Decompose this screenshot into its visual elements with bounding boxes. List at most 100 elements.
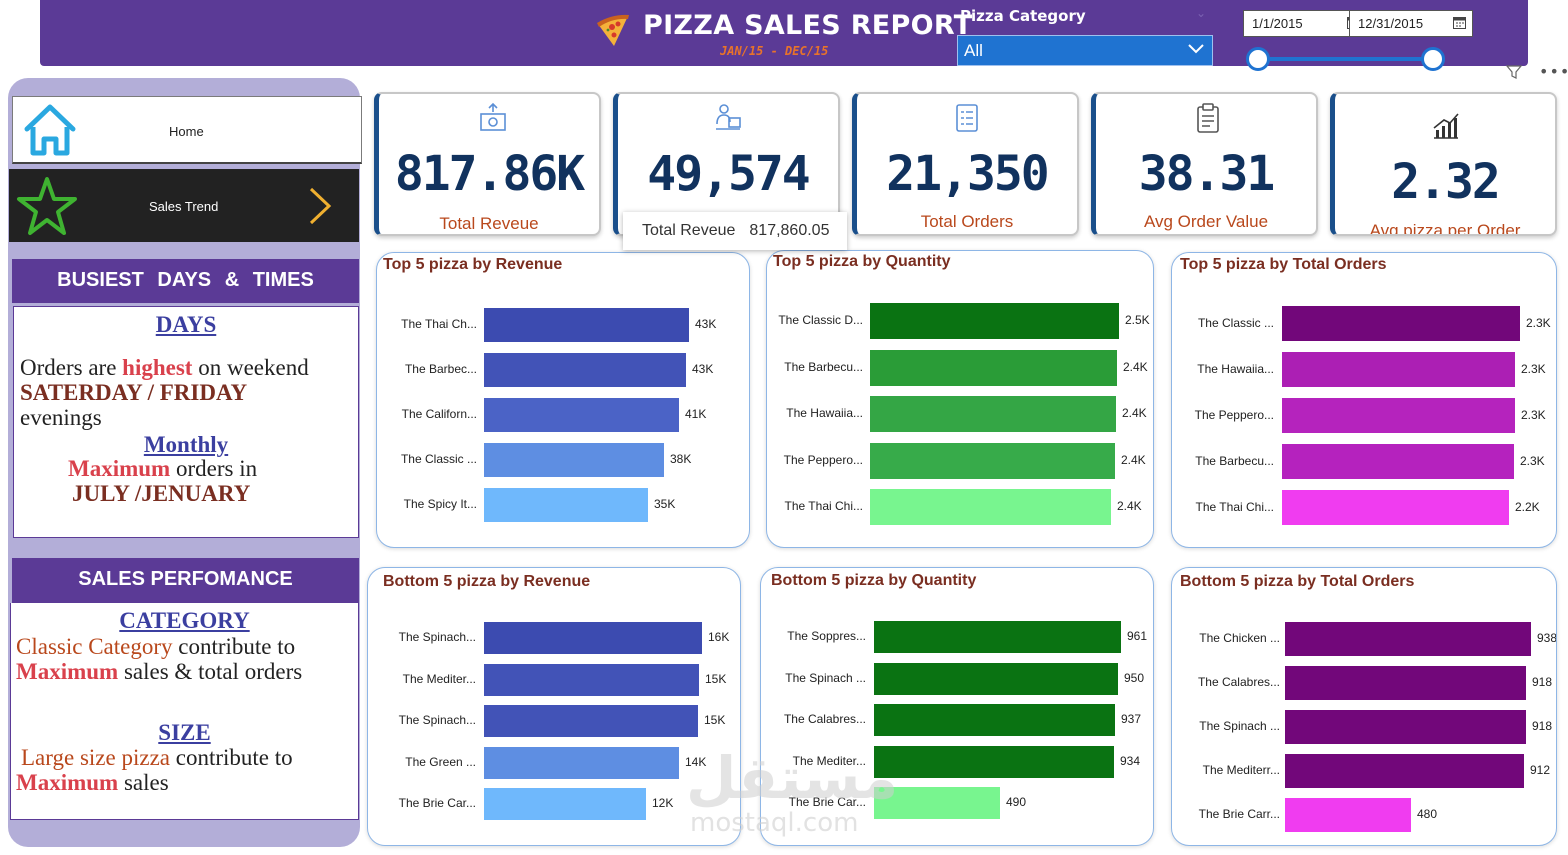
kpi-value: 2.32 (1391, 154, 1501, 210)
category-heading: CATEGORY (119, 608, 250, 633)
bar[interactable] (1282, 398, 1515, 433)
bar[interactable] (870, 489, 1111, 525)
chart-title: Top 5 pizza by Revenue (383, 256, 563, 273)
bar[interactable] (1282, 490, 1509, 525)
bar[interactable] (1282, 352, 1515, 387)
home-nav-button[interactable]: Home (12, 96, 362, 164)
bar-value-label: 43K (692, 362, 714, 376)
bar[interactable] (484, 705, 698, 737)
bar-value-label: 2.3K (1526, 315, 1551, 330)
bar[interactable] (874, 621, 1121, 653)
bar[interactable] (1282, 444, 1514, 479)
size-heading: SIZE (158, 720, 211, 745)
category-line-2: Maximum sales & total orders (16, 659, 302, 684)
bar-value-label: 918 (1532, 675, 1553, 689)
bar[interactable] (1285, 666, 1526, 700)
monthly-line-2: JULY /JENUARY (72, 481, 251, 506)
bar[interactable] (484, 622, 702, 654)
bar-category-label: The Soppres... (787, 629, 866, 643)
bar-value-label: 2.5K (1125, 313, 1150, 327)
slider-end-handle[interactable] (1421, 47, 1445, 71)
chart-bottom5-revenue[interactable]: Bottom 5 pizza by Revenue The Spinach...… (367, 567, 741, 846)
bar[interactable] (484, 488, 648, 522)
bar[interactable] (870, 303, 1119, 339)
end-date-input[interactable]: 12/31/2015 (1349, 10, 1473, 37)
bar[interactable] (484, 663, 699, 696)
bar-category-label: The Mediter... (792, 753, 866, 768)
kpi-card-total-orders[interactable]: 21,350 Total Orders (852, 92, 1079, 236)
bar-category-label: The Brie Carr... (1198, 807, 1280, 821)
bar[interactable] (870, 396, 1116, 432)
kpi-card-avg-pizza-per-order[interactable]: 2.32 Avg pizza per Order (1330, 92, 1557, 236)
bar[interactable] (870, 349, 1117, 386)
kpi-label: Total Orders (920, 212, 1014, 231)
bar-category-label: The Barbec... (404, 362, 477, 376)
bar[interactable] (484, 308, 689, 342)
bar-value-label: 12K (652, 796, 674, 810)
bar-value-label: 912 (1530, 763, 1551, 777)
collapse-chevron-icon[interactable]: ⌄ (1196, 6, 1207, 20)
bar[interactable] (1285, 710, 1526, 744)
slider-start-handle[interactable] (1246, 47, 1270, 71)
monthly-line-1: Maximum orders in (68, 456, 257, 481)
watermark-latin: mostaql.com (690, 808, 859, 838)
bar-category-label: The Hawaiia... (786, 406, 863, 420)
date-range-slider-track[interactable] (1258, 57, 1434, 61)
chart-top5-orders[interactable]: Top 5 pizza by Total Orders The Classic … (1171, 252, 1557, 548)
bar-value-label: 2.4K (1122, 406, 1147, 420)
size-text: sales (118, 770, 169, 795)
filter-icon[interactable] (1506, 64, 1522, 80)
kpi-card-avg-order-value[interactable]: 38.31 Avg Order Value (1091, 92, 1318, 236)
bar[interactable] (1285, 622, 1531, 656)
bar-category-label: The Californ... (401, 407, 477, 421)
bar-value-label: 35K (654, 497, 676, 511)
bar[interactable] (1285, 754, 1524, 788)
chart-bottom5-quantity[interactable]: Bottom 5 pizza by Quantity The Soppres..… (760, 567, 1154, 846)
clipboard-icon (1197, 103, 1219, 133)
chart-title: Bottom 5 pizza by Quantity (771, 572, 977, 589)
monthly-heading: Monthly (143, 432, 229, 457)
chart-top5-quantity[interactable]: Top 5 pizza by Quantity The Classic D...… (766, 250, 1154, 548)
bar-category-label: The Hawaiia... (1197, 361, 1274, 376)
start-date-input[interactable]: 1/1/2015 (1243, 10, 1367, 37)
bar[interactable] (870, 442, 1115, 479)
bar[interactable] (484, 746, 679, 779)
bar[interactable] (484, 788, 646, 820)
bar-category-label: The Barbecu... (784, 359, 863, 374)
bar-value-label: 16K (708, 630, 730, 644)
bar[interactable] (484, 353, 686, 387)
bar[interactable] (1282, 306, 1520, 341)
days-text: on weekend (192, 355, 309, 380)
calendar-icon[interactable] (1453, 16, 1466, 29)
bar[interactable] (484, 398, 679, 432)
bar[interactable] (874, 662, 1118, 695)
home-nav-label: Home (169, 124, 204, 139)
days-text: Orders are (20, 355, 123, 380)
bar[interactable] (484, 443, 664, 477)
category-dropdown[interactable]: All (957, 35, 1213, 66)
chart-title: Bottom 5 pizza by Total Orders (1180, 573, 1415, 590)
category-dropdown-value: All (964, 41, 983, 60)
bar[interactable] (874, 787, 1000, 819)
watermark-arabic: مستقل (686, 744, 899, 812)
kpi-label: Avg Order Value (1143, 212, 1269, 231)
days-line-1: Orders are highest on weekend (20, 355, 309, 380)
size-line-2: Maximum sales (16, 770, 169, 795)
bar[interactable] (1285, 798, 1411, 832)
busiest-days-heading: BUSIEST DAYS & TIMES (12, 259, 359, 303)
bar[interactable] (874, 745, 1114, 778)
growth-chart-icon (1433, 113, 1459, 139)
chart-bottom5-orders[interactable]: Bottom 5 pizza by Total Orders The Chick… (1171, 567, 1557, 846)
kpi-value: 817.86K (394, 146, 585, 202)
bar[interactable] (874, 704, 1115, 736)
days-line-2: SATERDAY / FRIDAY (20, 380, 248, 405)
days-line-3: evenings (20, 405, 102, 430)
bar-value-label: 41K (685, 407, 707, 421)
kpi-card-total-revenue[interactable]: 817.86K Total Reveue (374, 92, 601, 236)
more-options-icon[interactable]: ••• (1539, 62, 1568, 81)
kpi-label: Avg pizza per Order (1369, 221, 1521, 236)
bar-category-label: The Green ... (405, 754, 476, 769)
bar-category-label: The Calabres... (783, 712, 866, 726)
chart-top5-revenue[interactable]: Top 5 pizza by Revenue The Thai Ch... 43K… (376, 252, 750, 548)
sales-trend-nav-button[interactable]: Sales Trend (9, 169, 359, 242)
